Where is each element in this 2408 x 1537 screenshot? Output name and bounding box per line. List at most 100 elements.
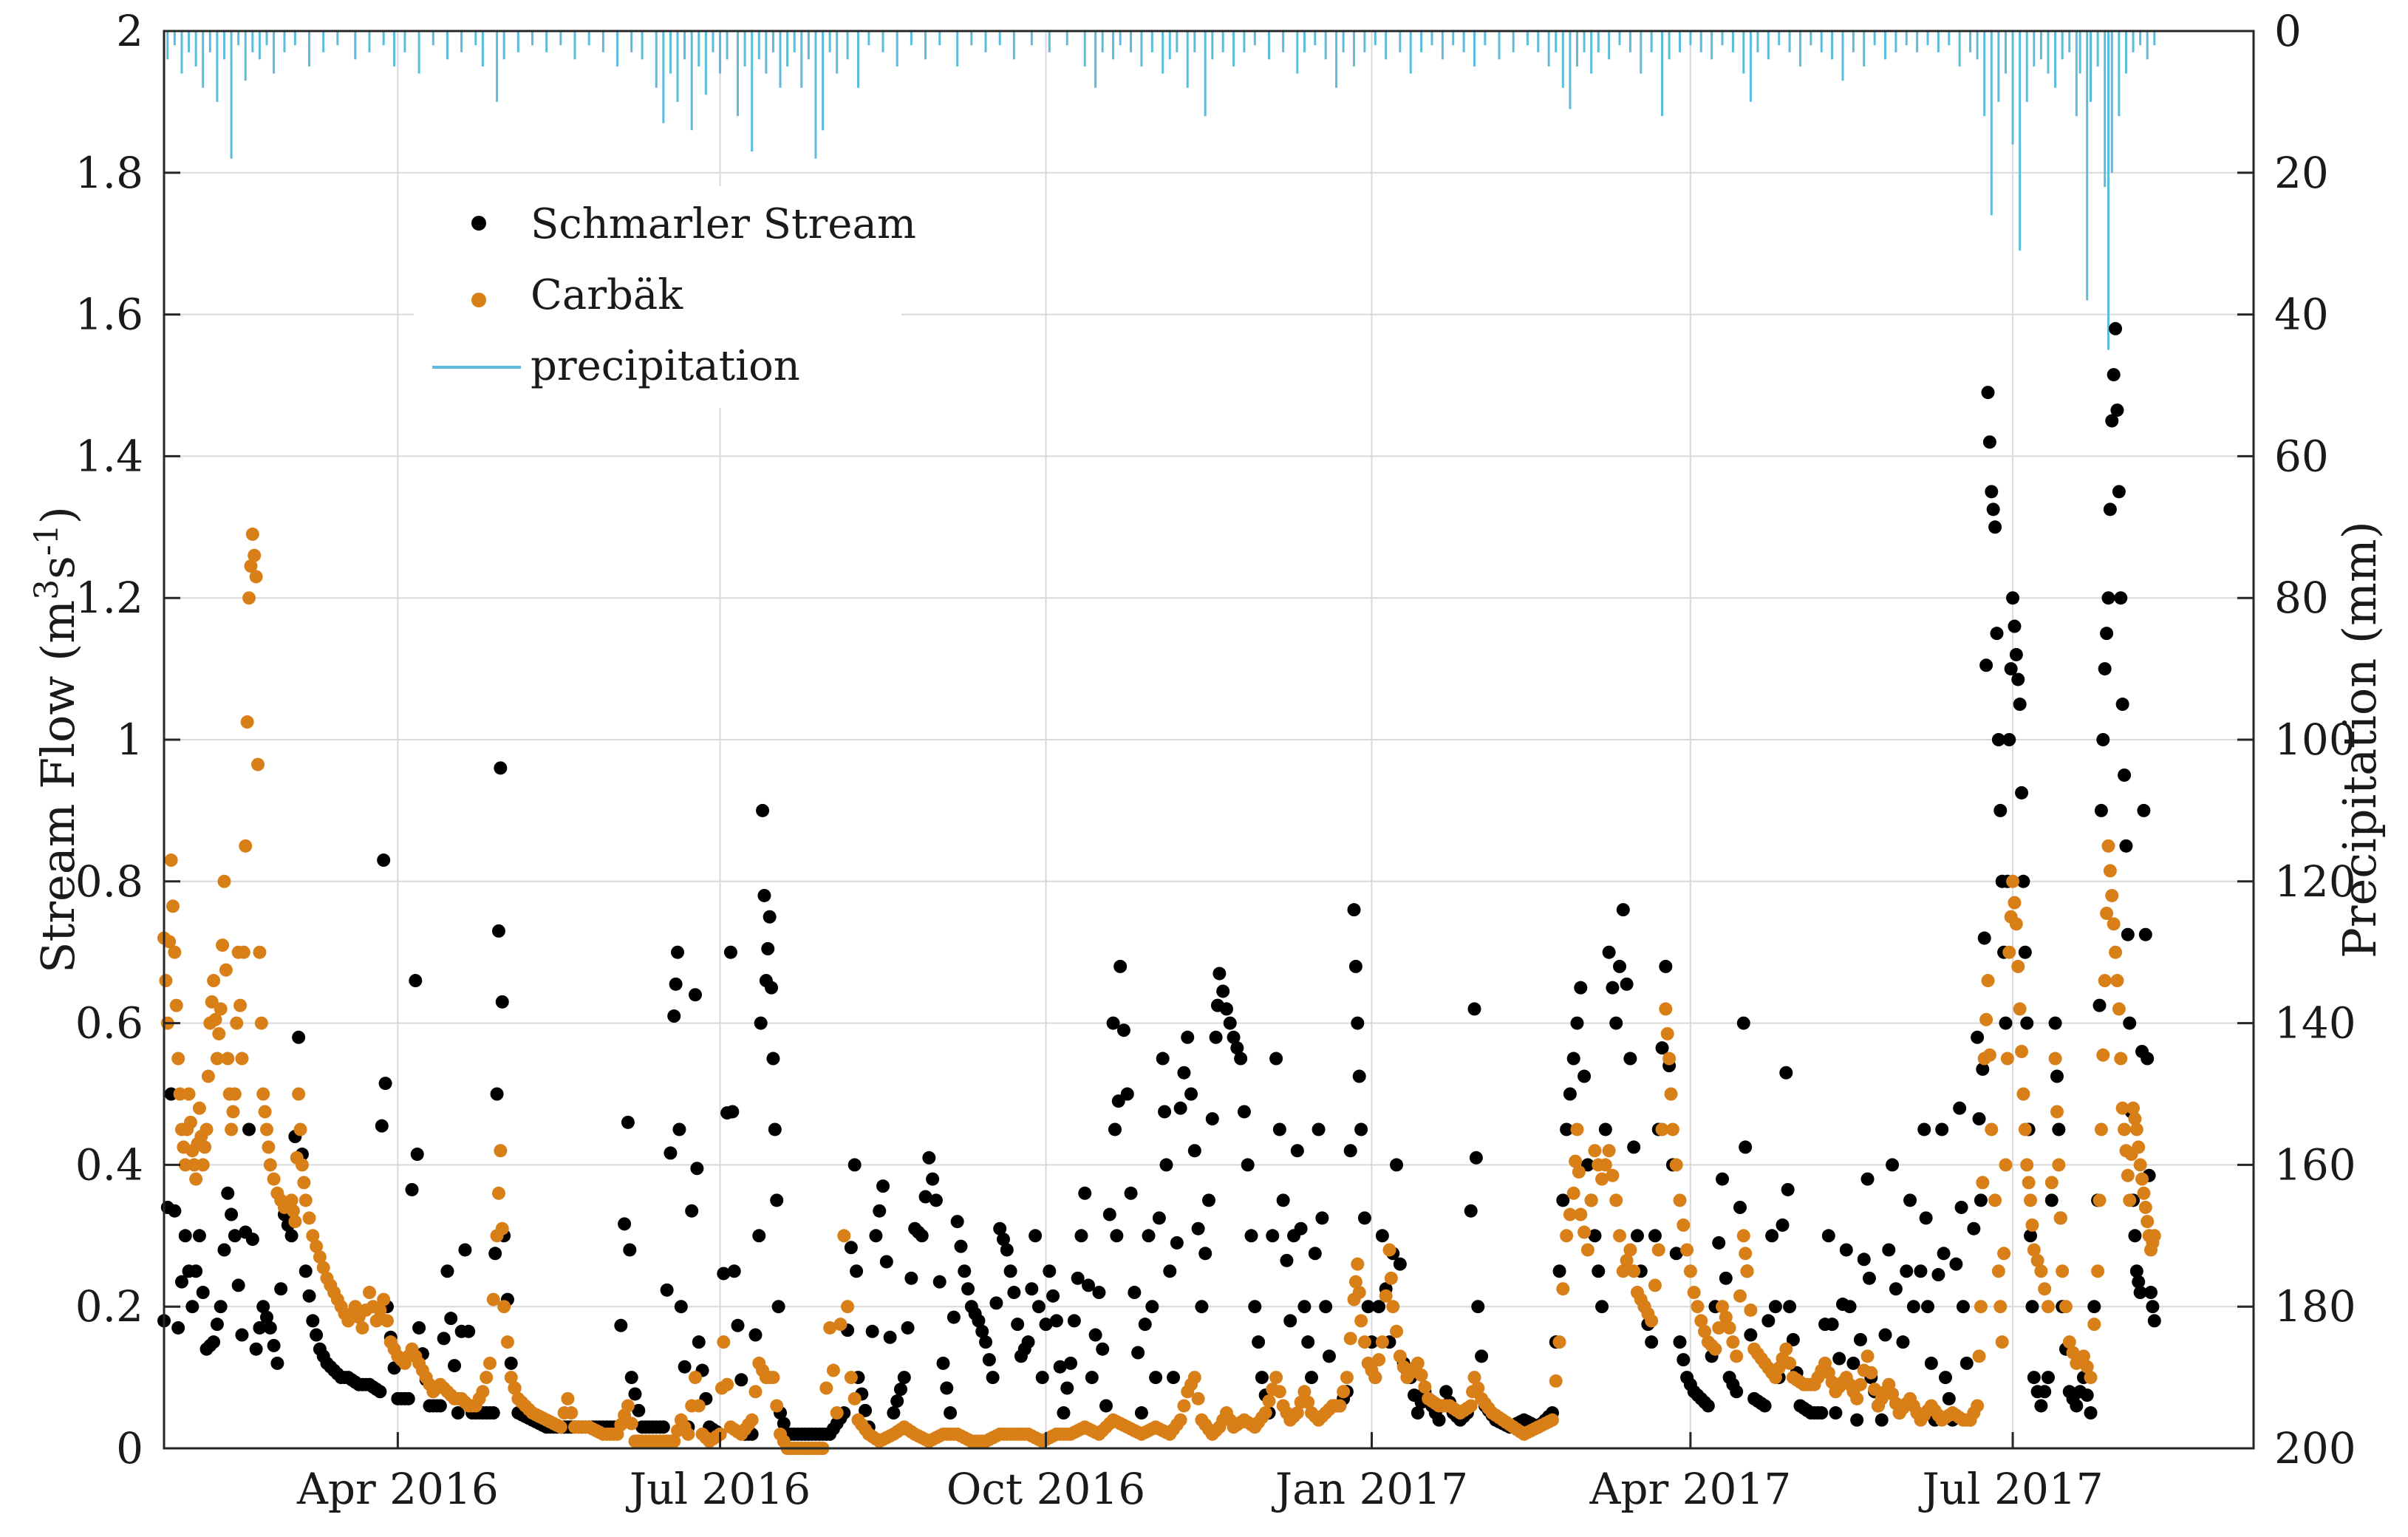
y-tick-label: 1.8 xyxy=(75,148,143,198)
schmarler-stream-point xyxy=(1297,1300,1312,1314)
carbak-point xyxy=(494,1144,508,1158)
carbak-point xyxy=(253,945,267,959)
carbak-point xyxy=(168,945,182,959)
schmarler-stream-point xyxy=(274,1282,288,1296)
y2-tick-label: 80 xyxy=(2274,573,2329,623)
schmarler-stream-point xyxy=(1627,1140,1641,1154)
schmarler-stream-point xyxy=(940,1381,954,1395)
carbak-point xyxy=(348,1300,362,1314)
schmarler-stream-point xyxy=(1566,1052,1580,1066)
carbak-point xyxy=(1712,1320,1726,1335)
schmarler-stream-point xyxy=(1765,1229,1779,1243)
schmarler-stream-point xyxy=(859,1403,873,1417)
carbak-point xyxy=(1177,1399,1191,1413)
schmarler-stream-point xyxy=(495,995,509,1009)
carbak-point xyxy=(1578,1225,1592,1239)
schmarler-stream-point xyxy=(748,1328,763,1342)
schmarler-stream-point xyxy=(2070,1399,2084,1413)
schmarler-stream-point xyxy=(2100,627,2114,641)
carbak-point xyxy=(244,559,258,573)
schmarler-stream-point xyxy=(1592,1264,1606,1278)
carbak-point xyxy=(2114,1052,2128,1066)
schmarler-stream-point xyxy=(1606,981,1620,995)
schmarler-stream-point xyxy=(883,1330,897,1344)
schmarler-stream-point xyxy=(2110,403,2124,418)
schmarler-stream-point xyxy=(245,1233,259,1247)
carbak-point xyxy=(1343,1332,1357,1346)
carbak-point xyxy=(770,1399,784,1413)
carbak-point xyxy=(199,1122,214,1136)
schmarler-stream-point xyxy=(1986,502,2000,517)
carbak-point xyxy=(1722,1320,1736,1335)
carbak-series xyxy=(157,527,2161,1455)
carbak-point xyxy=(2016,1087,2030,1101)
carbak-point xyxy=(216,938,230,952)
carbak-point xyxy=(1301,1395,1315,1409)
carbak-point xyxy=(236,945,250,959)
carbak-point xyxy=(258,1105,272,1119)
schmarler-stream-point xyxy=(1195,1300,1209,1314)
x-tick-label: Apr 2017 xyxy=(1589,1464,1791,1514)
carbak-point xyxy=(1357,1335,1371,1349)
schmarler-stream-point xyxy=(690,1162,704,1176)
schmarler-stream-point xyxy=(996,1233,1010,1247)
schmarler-stream-point xyxy=(1598,1122,1612,1136)
carbak-point xyxy=(2024,1193,2038,1207)
y2-tick-label: 120 xyxy=(2274,856,2356,907)
schmarler-stream-point xyxy=(1716,1172,1730,1186)
carbak-point xyxy=(355,1320,369,1335)
schmarler-stream-point xyxy=(2132,1275,2146,1289)
schmarler-stream-point xyxy=(2123,1016,2137,1030)
carbak-point xyxy=(1354,1314,1368,1328)
schmarler-stream-point xyxy=(1843,1300,1857,1314)
carbak-point xyxy=(201,1069,215,1083)
carbak-point xyxy=(844,1371,858,1385)
schmarler-stream-point xyxy=(1348,959,1362,973)
schmarler-stream-point xyxy=(1976,1062,1990,1076)
schmarler-stream-point xyxy=(1623,1052,1637,1066)
carbak-point xyxy=(192,1101,206,1115)
carbak-point xyxy=(1680,1243,1694,1257)
carbak-point xyxy=(1584,1193,1598,1207)
carbak-point xyxy=(189,1172,203,1186)
carbak-point xyxy=(254,1016,268,1030)
schmarler-stream-point xyxy=(2143,1286,2158,1300)
schmarler-stream-point xyxy=(897,1371,911,1385)
schmarler-stream-point xyxy=(1223,1016,1237,1030)
carbak-point xyxy=(293,1122,307,1136)
x-tick-label: Jan 2017 xyxy=(1272,1464,1468,1514)
schmarler-stream-point xyxy=(1301,1335,1315,1349)
schmarler-stream-point xyxy=(660,1283,674,1297)
carbak-point xyxy=(1669,1158,1683,1172)
carbak-point xyxy=(1572,1165,1586,1179)
carbak-point xyxy=(1623,1243,1637,1257)
carbak-point xyxy=(1779,1342,1793,1356)
schmarler-stream-point xyxy=(267,1338,281,1352)
carbak-point xyxy=(196,1158,210,1172)
carbak-point xyxy=(2022,1176,2036,1190)
carbak-point xyxy=(2018,1122,2032,1136)
schmarler-stream-point xyxy=(1319,1300,1333,1314)
carbak-point xyxy=(1269,1371,1283,1385)
schmarler-stream-point xyxy=(1815,1406,1829,1420)
carbak-point xyxy=(482,1356,497,1370)
schmarler-stream-point xyxy=(1031,1300,1046,1314)
carbak-point xyxy=(210,1052,224,1066)
y-axis-label: Stream Flow (m3s-1) xyxy=(28,506,85,973)
carbak-point xyxy=(2098,974,2112,988)
carbak-point xyxy=(2020,1158,2034,1172)
carbak-point xyxy=(1609,1193,1623,1207)
schmarler-stream-point xyxy=(763,910,777,924)
schmarler-stream-point xyxy=(1616,903,1630,917)
schmarler-stream-point xyxy=(1630,1229,1644,1243)
carbak-point xyxy=(205,995,219,1009)
schmarler-stream-point xyxy=(936,1356,950,1370)
schmarler-stream-point xyxy=(2034,1399,2048,1413)
schmarler-stream-point xyxy=(777,1417,791,1431)
carbak-point xyxy=(1552,1335,1566,1349)
carbak-point xyxy=(1730,1349,1744,1363)
schmarler-stream-point xyxy=(2052,1122,2066,1136)
carbak-point xyxy=(837,1229,851,1243)
carbak-point xyxy=(1694,1314,1708,1328)
schmarler-stream-point xyxy=(1914,1264,1928,1278)
